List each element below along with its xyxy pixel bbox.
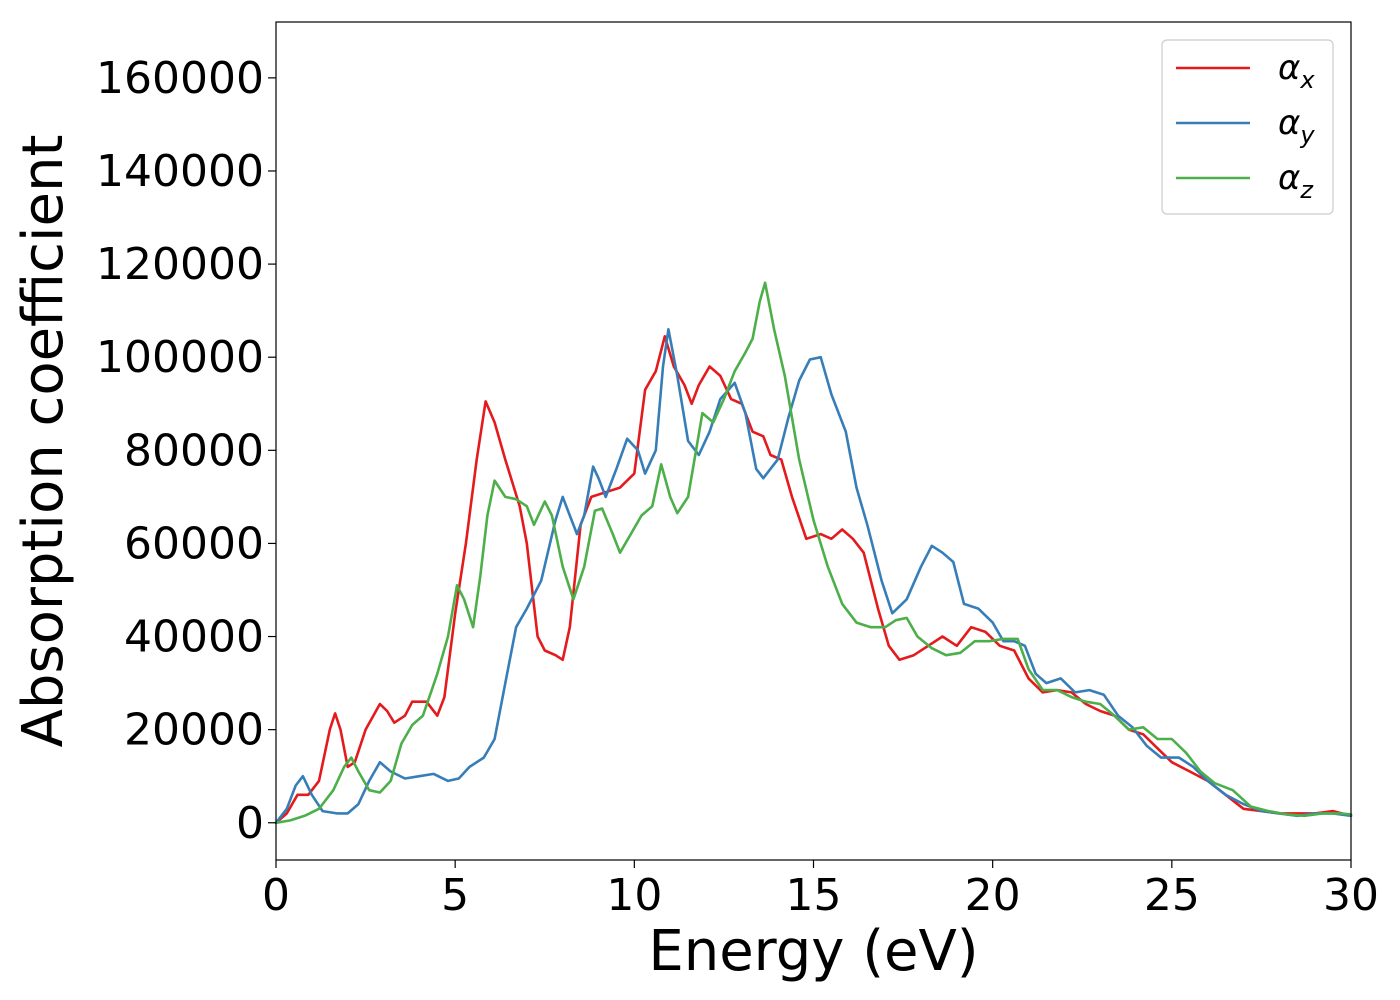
y-tick-label: 140000 (96, 146, 264, 197)
y-ticks: 0 20000 40000 60000 80000 100000 120000 140000 1… (96, 53, 276, 849)
x-tick-label: 20 (965, 870, 1021, 921)
y-tick-label: 0 (236, 798, 264, 849)
legend-label-alpha-y: αy (1278, 103, 1315, 149)
y-tick-label: 60000 (124, 518, 264, 569)
legend-label-alpha-z: αz (1278, 158, 1314, 204)
x-tick-label: 5 (441, 870, 469, 921)
series-line-alpha-z (274, 281, 1353, 825)
legend: αx αy αz (1161, 39, 1334, 215)
series-line-alpha-y (274, 328, 1353, 825)
y-tick-label: 100000 (96, 332, 264, 383)
x-tick-label: 15 (786, 870, 842, 921)
y-tick-label: 20000 (124, 705, 264, 756)
x-tick-label: 25 (1144, 870, 1200, 921)
series-line-alpha-x (274, 335, 1353, 825)
y-tick-label: 80000 (124, 425, 264, 476)
y-tick-label: 120000 (96, 239, 264, 290)
legend-frame (1161, 39, 1334, 215)
x-tick-label: 0 (262, 870, 290, 921)
x-tick-label: 10 (606, 870, 662, 921)
series-layer (274, 281, 1353, 825)
x-axis-label: Energy (eV) (648, 919, 978, 984)
x-tick-label: 30 (1323, 870, 1379, 921)
y-tick-label: 40000 (124, 612, 264, 663)
y-axis-label: Absorption coefficient (11, 135, 76, 748)
legend-label-alpha-x: αx (1278, 48, 1315, 94)
y-tick-label: 160000 (96, 53, 264, 104)
x-ticks: 0 5 10 15 20 25 30 (262, 860, 1379, 921)
